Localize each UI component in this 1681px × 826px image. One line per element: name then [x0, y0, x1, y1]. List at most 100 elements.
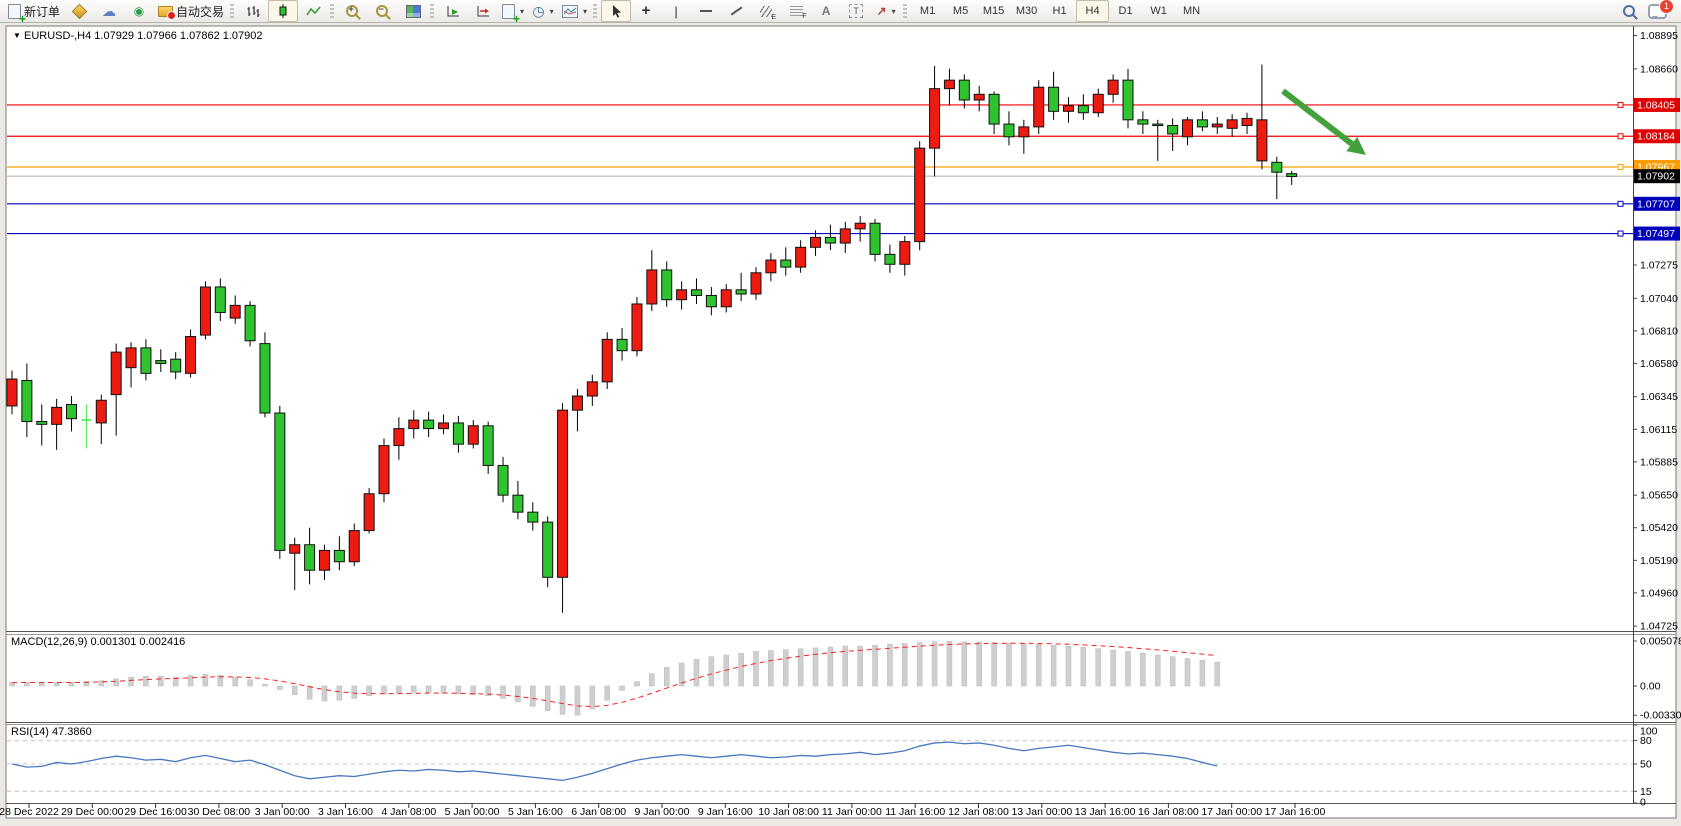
timeframe-m5[interactable]: M5	[952, 5, 969, 17]
macd-histogram-bar	[1125, 651, 1131, 687]
macd-histogram-bar	[991, 642, 997, 687]
timeframe-mn[interactable]: MN	[1183, 5, 1201, 17]
chart-shift-button[interactable]	[468, 0, 498, 22]
ohlc-values: 1.07929 1.07966 1.07862 1.07902	[94, 30, 263, 42]
candle-body	[661, 269, 673, 301]
macd-histogram-bar	[544, 685, 551, 712]
autotrading-button[interactable]: 自动交易	[154, 0, 228, 22]
timeframe-m30[interactable]: M30	[1015, 5, 1038, 17]
macd-histogram-bar	[1199, 660, 1206, 687]
timeframe-m15[interactable]: M15	[982, 5, 1005, 17]
macd-histogram-bar	[797, 648, 804, 687]
macd-histogram-bar	[1050, 644, 1057, 687]
zoom-out-button[interactable]: −	[368, 0, 398, 22]
date-axis-label: 29 Dec 16:00	[124, 806, 187, 818]
tile-windows-button[interactable]	[398, 0, 428, 22]
macd-histogram-bar	[39, 682, 45, 687]
trend-arrow[interactable]	[1281, 88, 1354, 147]
candle-body	[1092, 93, 1104, 114]
date-axis-label: 30 Dec 08:00	[188, 806, 251, 818]
candlestick-chart-button[interactable]	[268, 0, 299, 22]
fibonacci-button[interactable]: F	[781, 0, 811, 22]
line-chart-button[interactable]	[298, 0, 328, 22]
macd-histogram-bar	[396, 685, 402, 694]
styler-button[interactable]	[64, 0, 94, 22]
line-drag-handle[interactable]	[1617, 133, 1624, 140]
macd-axis-label: 0.005078	[1640, 636, 1681, 648]
candle-body	[1107, 79, 1119, 95]
macd-histogram-bar	[113, 678, 119, 687]
macd-histogram-bar	[187, 675, 194, 687]
candle-body	[1018, 126, 1030, 138]
search-icon[interactable]	[1623, 5, 1635, 17]
candle-body	[452, 422, 464, 445]
bar-chart-button[interactable]	[238, 0, 268, 22]
macd-histogram-bar	[321, 685, 328, 702]
macd-histogram-bar	[753, 651, 759, 687]
signals-button[interactable]	[124, 0, 154, 22]
crosshair-button[interactable]	[631, 0, 661, 22]
toolbar-grip	[593, 3, 598, 19]
trend-arrow-head[interactable]	[1346, 136, 1366, 155]
horizontal-line-button[interactable]	[691, 0, 721, 22]
rsi-value: 47.3860	[51, 726, 92, 738]
arrows-button[interactable]	[871, 0, 901, 22]
macd-histogram-bar	[232, 676, 238, 687]
timeframe-d1[interactable]: D1	[1118, 5, 1133, 17]
timeframe-m1[interactable]: M1	[919, 5, 936, 17]
candle-body	[1048, 86, 1060, 112]
vertical-line-button[interactable]	[661, 0, 691, 22]
templates-button[interactable]	[498, 0, 528, 24]
new-order-button[interactable]: 新订单	[4, 0, 64, 24]
date-axis-label: 13 Jan 16:00	[1075, 806, 1136, 818]
macd-histogram-bar	[619, 685, 625, 691]
macd-histogram-bar	[128, 676, 134, 687]
cursor-button[interactable]	[601, 0, 632, 22]
periods-button[interactable]	[528, 0, 558, 22]
date-axis-label: 3 Jan 16:00	[318, 806, 373, 818]
price-axis-label: 1.04960	[1640, 587, 1678, 599]
macd-histogram-bar	[530, 685, 536, 707]
auto-scroll-icon	[447, 5, 459, 16]
macd-histogram-bar	[291, 685, 298, 696]
equidistant-channel-button[interactable]: E	[751, 0, 781, 22]
candle-body	[1137, 119, 1149, 125]
candle-body	[36, 421, 48, 425]
line-chart-icon	[305, 6, 321, 15]
macd-histogram-bar	[812, 647, 819, 687]
periods-clock-icon	[532, 3, 544, 20]
date-axis-label: 28 Dec 2022	[0, 806, 59, 818]
timeframe-h4[interactable]: H4	[1076, 0, 1110, 22]
candle-body	[586, 381, 598, 397]
candle-body	[467, 425, 479, 445]
line-drag-handle[interactable]	[1617, 163, 1624, 170]
rsi-axis-label: 0	[1640, 797, 1646, 809]
notifications-icon[interactable]: 1	[1648, 0, 1674, 19]
timeframe-h1[interactable]: H1	[1052, 5, 1067, 17]
line-drag-handle[interactable]	[1617, 101, 1624, 108]
line-drag-handle[interactable]	[1617, 200, 1624, 207]
text-label-button[interactable]: T	[841, 0, 871, 22]
indicators-button[interactable]	[558, 0, 591, 22]
line-drag-handle[interactable]	[1617, 230, 1624, 237]
text-button[interactable]	[811, 0, 841, 22]
candle-body	[438, 422, 450, 430]
indicators-icon	[562, 4, 579, 18]
date-axis-label: 4 Jan 08:00	[381, 806, 436, 818]
price-badge	[1634, 169, 1680, 184]
chart-shift-icon	[477, 5, 489, 16]
timeframe-w1[interactable]: W1	[1150, 5, 1167, 17]
zoom-in-button[interactable]: +	[338, 0, 368, 22]
community-button[interactable]	[94, 0, 124, 22]
rsi-axis-label: 80	[1640, 735, 1652, 747]
chart-symbol-header[interactable]: ▼ EURUSD-,H4 1.07929 1.07966 1.07862 1.0…	[13, 30, 263, 42]
auto-scroll-button[interactable]	[438, 0, 468, 22]
trendline-button[interactable]	[721, 0, 751, 22]
date-axis-label: 13 Jan 00:00	[1011, 806, 1072, 818]
candle-body	[735, 289, 747, 295]
macd-histogram-bar	[172, 676, 179, 687]
collapse-triangle-icon[interactable]: ▼	[13, 31, 21, 40]
candle-body	[199, 286, 211, 336]
